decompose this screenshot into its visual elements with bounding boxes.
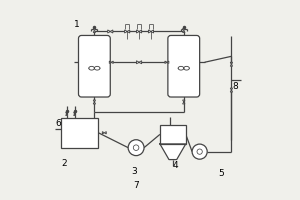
Polygon shape <box>165 61 167 63</box>
Circle shape <box>133 145 139 150</box>
Bar <box>61 118 98 148</box>
Polygon shape <box>148 30 151 33</box>
Polygon shape <box>183 102 185 104</box>
Polygon shape <box>151 30 154 33</box>
Text: 8: 8 <box>232 82 238 91</box>
Polygon shape <box>230 88 232 90</box>
Polygon shape <box>74 112 76 114</box>
Bar <box>160 125 186 144</box>
Polygon shape <box>230 64 232 66</box>
Polygon shape <box>139 61 142 64</box>
Polygon shape <box>66 114 68 115</box>
Polygon shape <box>167 61 169 63</box>
Polygon shape <box>108 30 110 33</box>
Polygon shape <box>104 132 106 134</box>
Text: 4: 4 <box>173 161 178 170</box>
Polygon shape <box>127 30 130 33</box>
Polygon shape <box>93 30 96 32</box>
Polygon shape <box>93 100 96 102</box>
Text: 7: 7 <box>133 181 139 190</box>
Polygon shape <box>111 61 113 63</box>
Polygon shape <box>139 30 142 33</box>
Polygon shape <box>93 28 96 30</box>
Text: 1: 1 <box>74 20 80 29</box>
Polygon shape <box>160 144 186 160</box>
Polygon shape <box>74 114 76 115</box>
Text: 5: 5 <box>219 169 224 178</box>
Polygon shape <box>93 102 96 104</box>
FancyBboxPatch shape <box>79 35 110 97</box>
Text: 6: 6 <box>56 119 61 128</box>
Polygon shape <box>102 132 104 134</box>
Polygon shape <box>109 61 111 63</box>
Polygon shape <box>183 30 185 32</box>
Circle shape <box>192 144 207 159</box>
Polygon shape <box>110 30 113 33</box>
Text: 3: 3 <box>131 167 137 176</box>
Text: 2: 2 <box>62 159 68 168</box>
Polygon shape <box>183 28 185 30</box>
Polygon shape <box>230 62 232 64</box>
FancyBboxPatch shape <box>168 35 200 97</box>
Polygon shape <box>183 100 185 102</box>
Circle shape <box>128 140 144 156</box>
Polygon shape <box>136 30 139 33</box>
Polygon shape <box>66 112 68 114</box>
Polygon shape <box>136 61 139 64</box>
Circle shape <box>197 149 202 154</box>
Polygon shape <box>230 90 232 92</box>
Polygon shape <box>124 30 127 33</box>
